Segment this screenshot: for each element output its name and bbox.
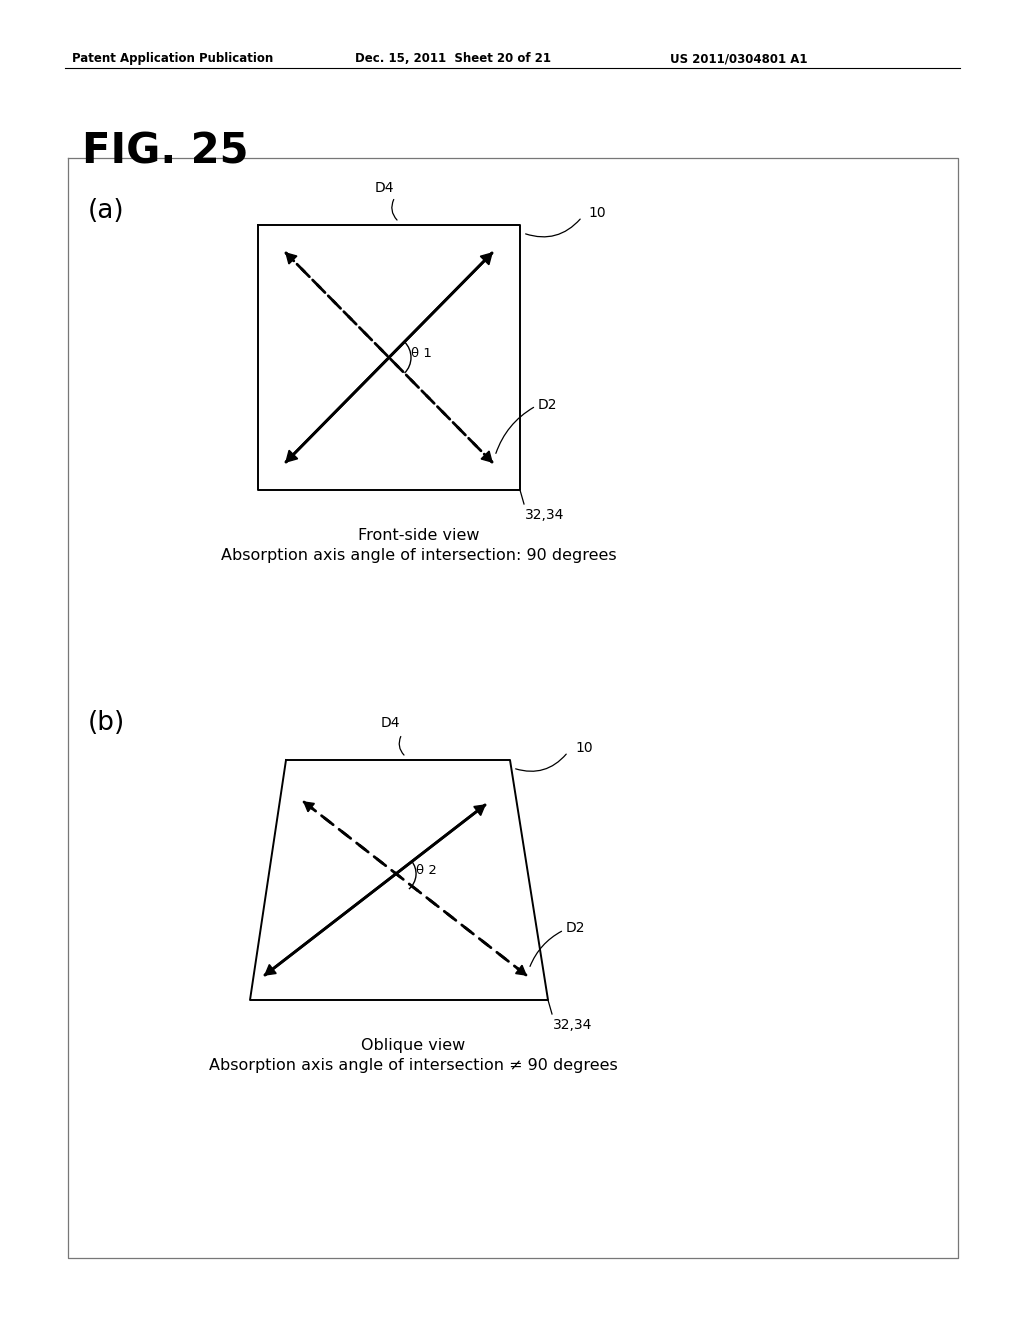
Text: θ 1: θ 1: [411, 347, 432, 360]
Text: (b): (b): [88, 710, 125, 737]
Text: Absorption axis angle of intersection: 90 degrees: Absorption axis angle of intersection: 9…: [221, 548, 616, 564]
Polygon shape: [286, 253, 297, 264]
Text: θ 2: θ 2: [416, 865, 437, 878]
Text: Dec. 15, 2011  Sheet 20 of 21: Dec. 15, 2011 Sheet 20 of 21: [355, 51, 551, 65]
Text: FIG. 25: FIG. 25: [82, 129, 249, 172]
Text: Absorption axis angle of intersection ≠ 90 degrees: Absorption axis angle of intersection ≠ …: [209, 1059, 617, 1073]
Text: US 2011/0304801 A1: US 2011/0304801 A1: [670, 51, 808, 65]
Text: D4: D4: [374, 181, 394, 195]
Polygon shape: [304, 803, 314, 812]
Text: D2: D2: [566, 921, 586, 935]
Text: (a): (a): [88, 198, 125, 224]
Text: 10: 10: [575, 741, 593, 755]
Polygon shape: [286, 450, 298, 462]
Text: 32,34: 32,34: [553, 1018, 592, 1032]
Text: Patent Application Publication: Patent Application Publication: [72, 51, 273, 65]
Text: 10: 10: [588, 206, 605, 220]
Polygon shape: [474, 805, 485, 816]
Text: 32,34: 32,34: [525, 508, 564, 521]
Text: Oblique view: Oblique view: [361, 1038, 466, 1053]
Text: Front-side view: Front-side view: [358, 528, 480, 543]
Polygon shape: [480, 253, 492, 265]
Polygon shape: [516, 965, 526, 975]
Text: D4: D4: [380, 715, 399, 730]
Polygon shape: [265, 965, 276, 975]
Polygon shape: [481, 451, 492, 462]
Text: D2: D2: [538, 399, 557, 412]
